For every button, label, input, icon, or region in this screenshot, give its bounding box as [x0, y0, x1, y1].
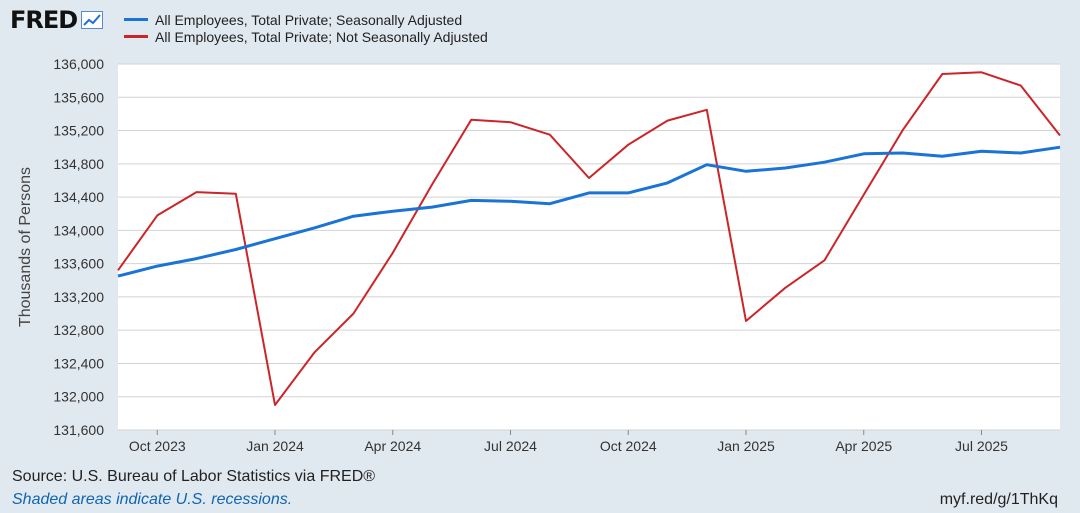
line-chart: 131,600 132,000 132,400 132,800 133,200 133,6…: [17, 56, 1061, 454]
logo-text: FRED: [10, 6, 78, 34]
y-tick-label: 133,600: [53, 256, 104, 272]
y-tick-label: 134,800: [53, 156, 104, 172]
y-tick-label: 135,600: [53, 89, 104, 105]
x-tick-label: Oct 2023: [129, 438, 186, 454]
y-tick-label: 134,000: [53, 222, 104, 238]
series-line-seasonally-adjusted: [117, 145, 1061, 278]
x-tick-label: Jul 2025: [955, 438, 1008, 454]
y-tick-label: 132,000: [53, 389, 104, 405]
y-tick-label: 131,600: [53, 422, 104, 438]
y-tick-label: 134,400: [53, 189, 104, 205]
x-tick-label: Oct 2024: [600, 438, 657, 454]
x-tick-label: Jan 2024: [246, 438, 304, 454]
fred-logo[interactable]: FRED: [10, 6, 104, 34]
legend: All Employees, Total Private; Seasonally…: [124, 11, 488, 45]
legend-item-seasonally-adjusted[interactable]: All Employees, Total Private; Seasonally…: [124, 11, 488, 28]
source-text: Source: U.S. Bureau of Labor Statistics …: [12, 468, 376, 485]
y-axis-ticks: 131,600 132,000 132,400 132,800 133,200 133,6…: [53, 56, 104, 438]
legend-item-not-seasonally-adjusted[interactable]: All Employees, Total Private; Not Season…: [124, 28, 488, 45]
legend-swatch-not-seasonally-adjusted: [124, 35, 148, 38]
short-url[interactable]: myf.red/g/1ThKq: [939, 491, 1058, 508]
recession-note: Shaded areas indicate U.S. recessions.: [12, 491, 293, 508]
series-line-not-seasonally-adjusted: [117, 71, 1061, 406]
x-tick-label: Apr 2024: [364, 438, 421, 454]
y-axis-label: Thousands of Persons: [17, 167, 34, 327]
x-axis-ticks: Oct 2023 Jan 2024 Apr 2024 Jul 2024 Oct 2024…: [129, 430, 1008, 454]
legend-swatch-seasonally-adjusted: [124, 18, 148, 21]
legend-label-seasonally-adjusted: All Employees, Total Private; Seasonally…: [155, 11, 463, 28]
series-lines: [117, 71, 1061, 406]
x-tick-label: Jan 2025: [717, 438, 775, 454]
chart-line-icon: [81, 11, 104, 29]
y-tick-label: 135,200: [53, 123, 104, 139]
x-tick-label: Jul 2024: [484, 438, 537, 454]
y-tick-label: 133,200: [53, 289, 104, 305]
legend-label-not-seasonally-adjusted: All Employees, Total Private; Not Season…: [155, 28, 488, 45]
y-tick-label: 132,800: [53, 322, 104, 338]
plot-area: [118, 64, 1060, 430]
y-tick-label: 136,000: [53, 56, 104, 72]
x-tick-label: Apr 2025: [835, 438, 892, 454]
y-tick-label: 132,400: [53, 355, 104, 371]
